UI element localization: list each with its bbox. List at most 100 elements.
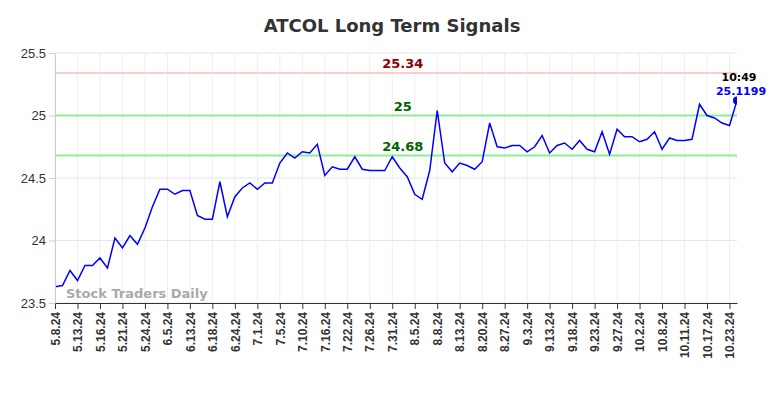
x-tick-label: 7.26.24 [363,312,377,352]
x-tick: 6.24.24 [229,303,243,352]
x-tick: 9.23.24 [588,303,602,352]
y-tick-label: 23.5 [21,296,46,311]
grid-line-x [617,53,618,303]
grid-line-x [279,53,280,303]
x-tick-label: 5.24.24 [139,312,153,352]
x-tick: 7.16.24 [319,303,333,352]
x-tick-mark [77,303,78,309]
x-tick-label: 7.31.24 [386,312,400,352]
x-tick: 6.13.24 [184,303,198,352]
x-tick-label: 9.13.24 [543,312,557,352]
x-tick-label: 7.22.24 [341,312,355,352]
x-tick-label: 8.13.24 [453,312,467,352]
reference-label: 25.34 [382,56,423,71]
x-tick-mark [415,303,416,309]
reference-label: 25 [394,99,412,114]
x-tick-mark [392,303,393,309]
x-tick-label: 8.20.24 [476,312,490,352]
x-tick-label: 7.1.24 [251,312,265,346]
x-tick-mark [437,303,438,309]
y-tick-mark [49,241,55,242]
grid-line-x [414,53,415,303]
x-tick-mark [280,303,281,309]
x-tick-mark [640,303,641,309]
x-tick-label: 7.5.24 [274,312,288,346]
x-tick-mark [662,303,663,309]
grid-line-x [504,53,505,303]
x-tick-mark [505,303,506,309]
y-tick-mark [49,53,55,54]
x-tick: 5.16.24 [94,303,108,352]
x-tick: 9.13.24 [543,303,557,352]
x-tick: 6.18.24 [206,303,220,352]
x-tick-mark [460,303,461,309]
x-tick-label: 9.27.24 [611,312,625,352]
grid-line-x [572,53,573,303]
x-tick-label: 8.8.24 [431,312,445,346]
x-tick-mark [707,303,708,309]
x-tick: 5.8.24 [49,303,63,345]
grid-line-x [392,53,393,303]
x-tick-label: 6.18.24 [206,312,220,352]
x-tick-mark [550,303,551,309]
x-tick-label: 10.23.24 [723,312,737,359]
x-tick-label: 8.27.24 [498,312,512,352]
grid-line-x [527,53,528,303]
grid-line-x [99,53,100,303]
grid-line-x [369,53,370,303]
grid-line-x [482,53,483,303]
x-tick-mark [527,303,528,309]
grid-line-y [55,240,737,241]
x-tick: 7.10.24 [296,303,310,352]
x-tick-label: 6.13.24 [184,312,198,352]
x-tick: 9.3.24 [521,303,535,345]
x-tick: 10.2.24 [633,303,647,352]
x-tick: 8.5.24 [408,303,422,345]
x-tick-mark [122,303,123,309]
x-tick: 10.17.24 [701,303,715,359]
x-tick: 5.24.24 [139,303,153,352]
x-tick-mark [347,303,348,309]
x-tick-label: 5.16.24 [94,312,108,352]
x-tick-mark [100,303,101,309]
x-tick-label: 5.13.24 [71,312,85,352]
y-tick-mark [49,116,55,117]
grid-line-x [549,53,550,303]
reference-line [55,115,737,117]
grid-line-x [257,53,258,303]
x-tick-label: 6.5.24 [161,312,175,346]
y-tick: 23.5 [21,296,55,311]
x-tick: 8.27.24 [498,303,512,352]
grid-line-x [302,53,303,303]
x-tick-label: 9.18.24 [566,312,580,352]
x-axis: 5.8.245.13.245.16.245.21.245.24.246.5.24… [49,303,738,359]
x-tick-mark [55,303,56,309]
reference-label: 24.68 [382,139,423,154]
x-tick-mark [167,303,168,309]
grid-line-x [437,53,438,303]
x-tick-label: 6.24.24 [229,312,243,352]
reference-line [55,155,737,157]
price-line [55,101,737,287]
x-tick-label: 10.8.24 [656,312,670,352]
x-tick-label: 10.17.24 [701,312,715,359]
grid-line-x [459,53,460,303]
last-point [733,97,737,105]
y-tick-label: 24 [32,233,46,248]
x-tick-label: 5.8.24 [49,312,63,346]
x-tick-mark [235,303,236,309]
y-tick-label: 25 [32,108,46,123]
y-tick-label: 24.5 [21,171,46,186]
x-tick: 10.11.24 [678,303,692,358]
x-tick: 7.1.24 [251,303,265,345]
x-tick-mark [572,303,573,309]
grid-line-y [55,303,737,304]
x-tick-label: 8.5.24 [408,312,422,346]
grid-line-x [144,53,145,303]
x-tick-mark [325,303,326,309]
x-tick-mark [212,303,213,309]
y-axis: 23.52424.52525.5 [21,46,56,311]
x-tick-mark [730,303,731,309]
x-tick-label: 9.3.24 [521,312,535,346]
x-tick-mark [145,303,146,309]
